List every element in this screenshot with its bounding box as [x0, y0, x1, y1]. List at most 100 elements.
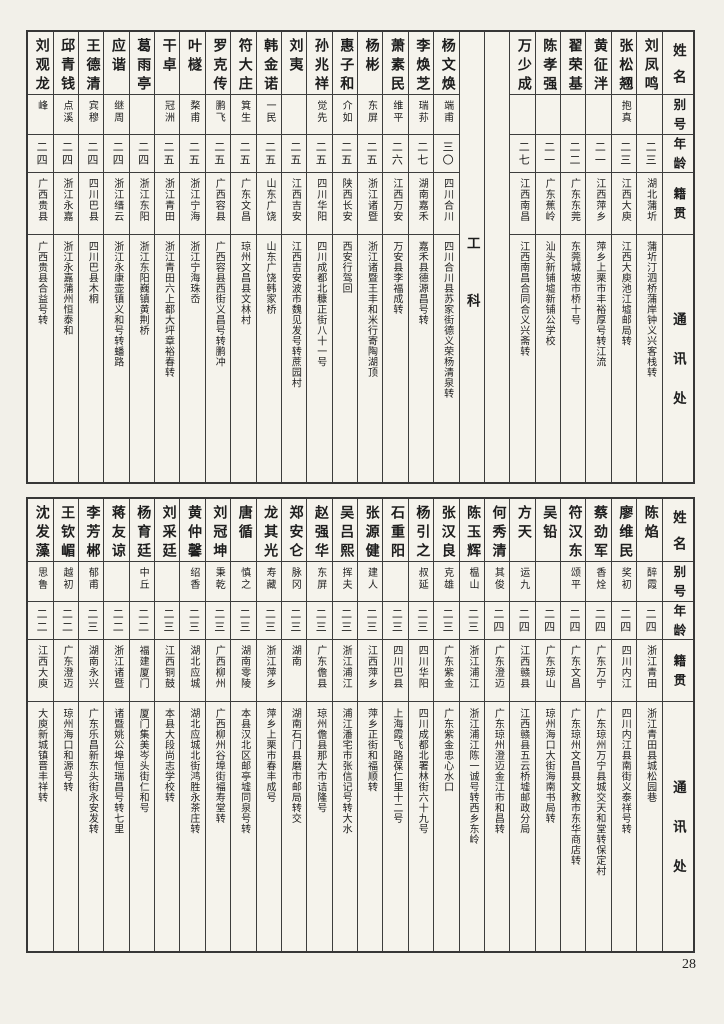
alias-cell-text: 冠洲: [162, 100, 174, 124]
name-cell: 叶檖: [180, 32, 205, 95]
native-cell: 江西大庾: [611, 173, 637, 235]
alias-cell: [281, 95, 307, 135]
name-cell-text: 王钦嵋: [59, 505, 75, 562]
name-cell: 王钦嵋: [53, 499, 78, 562]
name-cell-text: 吴铅: [541, 505, 557, 543]
contact-cell-text: 大庾新城镇晋丰祥转: [35, 708, 47, 803]
alias-cell: [561, 95, 586, 135]
alias-cell: [510, 95, 535, 135]
spacer-column: [483, 32, 509, 482]
person-column-符汉东: 符汉东 颂平 二四 广东文昌 广东琼州文昌县文教市东华商店转: [560, 499, 586, 951]
native-cell: 江西赣县: [510, 640, 535, 702]
contact-cell-text: 本县汉北区邮亭墟同泉号转: [238, 708, 250, 834]
contact-cell: 萍乡上栗市春丰成号: [257, 702, 281, 951]
age-cell: 二二: [53, 602, 78, 640]
native-cell: 浙江浦江: [332, 640, 358, 702]
name-cell: 刘采廷: [155, 499, 180, 562]
person-column-韩金诺: 韩金诺 一民 二五 山东广饶 山东广饶韩家桥: [255, 32, 281, 482]
age-cell: 二四: [535, 602, 561, 640]
contact-cell-text: 诸暨姚公埠恒瑞昌号转七里: [111, 708, 123, 834]
age-cell-text: 二六: [390, 141, 403, 167]
person-column-杨引之: 杨引之 叔延 二三 四川华阳 四川成都北署林街六十九号: [407, 499, 434, 951]
name-cell-text: 张源健: [363, 505, 379, 562]
age-cell-text: 二二: [567, 141, 580, 167]
name-cell-text: 沈发藻: [33, 505, 49, 562]
native-cell-text: 陕西长安: [340, 178, 352, 222]
native-cell-text: 山东广饶: [263, 178, 275, 222]
name-cell-text: 杨彬: [363, 38, 379, 76]
native-cell-text: 广东儋县: [314, 645, 326, 689]
age-cell: 二七: [408, 135, 434, 173]
native-cell: 福建厦门: [129, 640, 155, 702]
name-cell-text: 杨引之: [414, 505, 430, 562]
name-cell-text: 韩金诺: [262, 38, 278, 95]
section-label: 工科: [460, 32, 484, 482]
contact-cell-text: 琼州海口大街海南书局转: [543, 708, 555, 824]
native-cell: 广东儋县: [307, 640, 332, 702]
native-cell-text: 江西萍乡: [365, 645, 377, 689]
alias-cell-text: 中丘: [137, 567, 149, 591]
native-cell-text: 广东澄迈: [60, 645, 72, 689]
name-cell: 何秀清: [484, 499, 510, 562]
header-column: 姓名 别号 年龄 籍贯 通讯处: [661, 32, 693, 482]
native-cell-text: 四川合川: [441, 178, 453, 222]
age-cell: 二三: [408, 602, 434, 640]
alias-cell-text: 介如: [340, 100, 352, 124]
name-cell: 张汉良: [434, 499, 459, 562]
person-column-葛雨亭: 葛雨亭 二四 浙江东阳 浙江东阳巍镇黄荆桥: [128, 32, 155, 482]
name-cell-text: 干卓: [160, 38, 176, 76]
alias-cell: 楘甫: [180, 95, 205, 135]
name-cell-text: 龙其光: [262, 505, 278, 562]
name-cell: 符汉东: [561, 499, 586, 562]
contact-cell-text: 嘉禾县德源昌号转: [416, 241, 428, 325]
age-cell: 二四: [510, 602, 535, 640]
alias-cell-text: 奖初: [619, 567, 631, 591]
person-column-蒋友谅: 蒋友谅 二二 浙江诸暨 诸暨姚公埠恒瑞昌号转七里: [103, 499, 129, 951]
name-cell-text: 叶檖: [185, 38, 201, 76]
name-cell: 李焕芝: [408, 32, 434, 95]
age-cell-text: 二三: [187, 608, 200, 634]
age-cell: 二三: [205, 602, 231, 640]
age-cell-text: 二四: [542, 608, 555, 634]
header-alias: 别号: [662, 95, 693, 135]
alias-cell-text: 越初: [60, 567, 72, 591]
native-cell: 广西容县: [205, 173, 231, 235]
native-cell-text: 江西萍乡: [593, 178, 605, 222]
name-cell: 邱青钱: [53, 32, 78, 95]
person-column-张汉良: 张汉良 克雄 二三 广东紫金 广东紫金忠心水口: [433, 499, 459, 951]
native-cell-text: 广东文昌: [238, 178, 250, 222]
header-age-text: 年龄: [671, 604, 686, 640]
header-name-text: 姓名: [670, 42, 686, 95]
person-column-赵强华: 赵强华 东屏 二三 广东儋县 琼州儋县那大市诘隆号: [306, 499, 332, 951]
age-cell: 二五: [180, 135, 205, 173]
native-cell-text: 浙江浦江: [340, 645, 352, 689]
name-cell-text: 吴吕熙: [338, 505, 354, 562]
name-cell: 张源健: [358, 499, 383, 562]
alias-cell: 一民: [256, 95, 281, 135]
person-column-陈玉辉: 陈玉辉 榅山 二三 浙江浦江 浙江浦江陈一诚号转西乡东岭: [458, 499, 484, 951]
native-cell-text: 浙江诸暨: [111, 645, 123, 689]
age-cell-text: 二五: [263, 141, 276, 167]
native-cell: 浙江浦江: [459, 640, 484, 702]
name-cell-text: 符大庄: [236, 38, 252, 95]
contact-cell: 万安县李福成转: [383, 235, 407, 482]
header-column: 姓名 别号 年龄 籍贯 通讯处: [661, 499, 693, 951]
native-cell: 浙江宁海: [180, 173, 205, 235]
header-native: 籍贯: [662, 173, 693, 235]
native-cell: 江西吉安: [281, 173, 307, 235]
age-cell: 二三: [611, 135, 637, 173]
contact-cell: 嘉禾县德源昌号转: [409, 235, 433, 482]
header-native-text: 籍贯: [671, 654, 686, 693]
native-cell: 浙江东阳: [129, 173, 155, 235]
native-cell-text: 浙江萍乡: [263, 645, 275, 689]
header-contact-text: 通讯处: [670, 780, 686, 899]
age-cell-text: 二三: [314, 608, 327, 634]
native-cell: 浙江青田: [155, 173, 180, 235]
native-cell-text: 广东紫金: [441, 645, 453, 689]
person-column-沈发藻: 沈发藻 思鲁 二二 江西大庾 大庾新城镇晋丰祥转: [28, 499, 53, 951]
person-column-罗克传: 罗克传 鹏飞 二五 广西容县 广西容县西街义昌号转鹏冲: [204, 32, 231, 482]
person-column-干卓: 干卓 冠洲 二五 浙江青田 浙江青田六上都大坪章裕春转: [154, 32, 180, 482]
alias-cell: 介如: [332, 95, 358, 135]
age-cell-text: 二五: [187, 141, 200, 167]
name-cell: 刘夷: [281, 32, 307, 95]
